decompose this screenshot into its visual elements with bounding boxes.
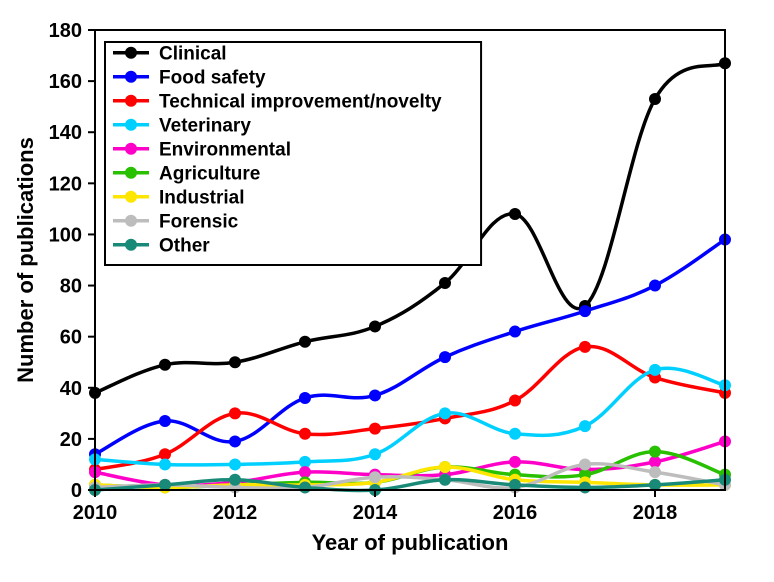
series-marker — [439, 407, 451, 419]
legend: Clinical Food safety Technical improvement… — [105, 42, 481, 265]
series-marker — [369, 471, 381, 483]
series-marker — [369, 389, 381, 401]
x-axis-label: Year of publication — [312, 530, 509, 555]
series-marker — [579, 420, 591, 432]
series-marker — [229, 356, 241, 368]
x-tick-label: 2010 — [73, 502, 118, 524]
y-tick-label: 40 — [60, 378, 82, 400]
series-marker — [229, 474, 241, 486]
series-marker — [229, 407, 241, 419]
y-tick-label: 180 — [49, 20, 82, 42]
series-marker — [509, 208, 521, 220]
series-marker — [299, 481, 311, 493]
series-marker — [509, 395, 521, 407]
y-tick-label: 0 — [71, 480, 82, 502]
legend-label: Agriculture — [159, 163, 260, 184]
series-marker — [159, 458, 171, 470]
series-marker — [369, 448, 381, 460]
legend-label: Veterinary — [159, 115, 251, 136]
x-tick-label: 2018 — [633, 502, 678, 524]
y-tick-label: 160 — [49, 71, 82, 93]
y-tick-label: 140 — [49, 122, 82, 144]
series-marker — [649, 364, 661, 376]
series-marker — [509, 326, 521, 338]
series-marker — [509, 456, 521, 468]
chart-svg: 2010 2012 2014 2016 2018 0 20 40 60 80 100 120 140 16… — [0, 0, 774, 582]
series-marker — [649, 280, 661, 292]
series-marker — [579, 305, 591, 317]
series-marker — [439, 351, 451, 363]
legend-label: Forensic — [159, 211, 239, 232]
series-marker — [299, 392, 311, 404]
series-marker — [159, 415, 171, 427]
series-marker — [299, 428, 311, 440]
legend-label: Clinical — [159, 43, 227, 64]
series-marker — [369, 423, 381, 435]
series-marker — [579, 481, 591, 493]
publications-line-chart: 2010 2012 2014 2016 2018 0 20 40 60 80 100 120 140 16… — [0, 0, 774, 582]
y-axis-label: Number of publications — [13, 137, 38, 383]
series-marker — [369, 320, 381, 332]
series-marker — [299, 456, 311, 468]
series-marker — [439, 277, 451, 289]
series-marker — [159, 359, 171, 371]
y-tick-label: 120 — [49, 173, 82, 195]
x-tick-label: 2016 — [493, 502, 538, 524]
series-marker — [649, 466, 661, 478]
series-marker — [229, 458, 241, 470]
x-tick-label: 2012 — [213, 502, 258, 524]
series-marker — [439, 461, 451, 473]
series-marker — [649, 93, 661, 105]
x-tick-label: 2014 — [353, 502, 398, 524]
series-marker — [299, 466, 311, 478]
series-marker — [579, 341, 591, 353]
legend-label: Environmental — [159, 139, 291, 160]
y-tick-label: 100 — [49, 224, 82, 246]
legend-label: Food safety — [159, 67, 266, 88]
y-tick-label: 20 — [60, 429, 82, 451]
series-marker — [579, 458, 591, 470]
series-marker — [299, 336, 311, 348]
series-marker — [159, 448, 171, 460]
legend-label: Industrial — [159, 187, 245, 208]
y-tick-label: 80 — [60, 276, 82, 298]
series-marker — [509, 428, 521, 440]
y-tick-label: 60 — [60, 327, 82, 349]
legend-label: Technical improvement/novelty — [159, 91, 442, 112]
legend-label: Other — [159, 235, 210, 256]
series-marker — [649, 446, 661, 458]
series-marker — [649, 456, 661, 468]
series-marker — [229, 435, 241, 447]
series-marker — [439, 474, 451, 486]
